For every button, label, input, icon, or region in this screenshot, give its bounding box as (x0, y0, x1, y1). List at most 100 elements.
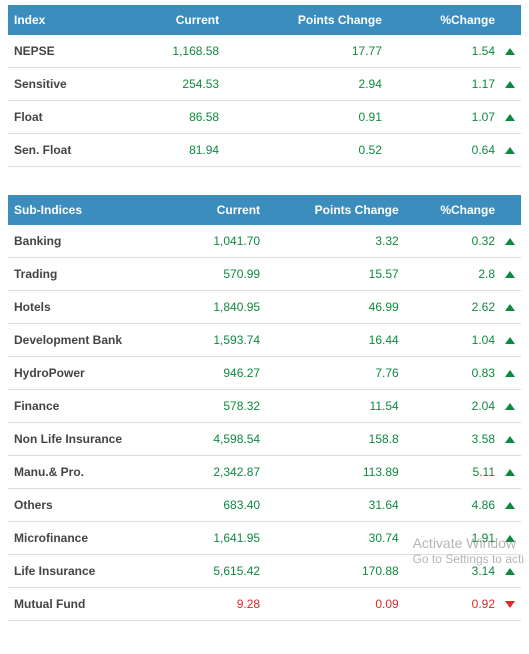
table-row: Life Insurance5,615.42170.883.14 (8, 555, 521, 588)
cell-current: 1,168.58 (126, 35, 226, 68)
cell-current: 254.53 (126, 68, 226, 101)
cell-trend (501, 390, 521, 423)
trend-up-icon (505, 568, 515, 575)
cell-trend (501, 35, 521, 68)
row-label: Sensitive (8, 68, 126, 101)
cell-trend (501, 555, 521, 588)
col-header-points: Points Change (225, 5, 388, 35)
table-row: Microfinance1,641.9530.741.91 (8, 522, 521, 555)
trend-up-icon (505, 502, 515, 509)
cell-points-change: 158.8 (266, 423, 405, 456)
trend-up-icon (505, 469, 515, 476)
cell-current: 1,041.70 (181, 225, 266, 258)
table-row: Trading570.9915.572.8 (8, 258, 521, 291)
row-label: Sen. Float (8, 134, 126, 167)
cell-trend (501, 423, 521, 456)
cell-points-change: 170.88 (266, 555, 405, 588)
cell-current: 9.28 (181, 588, 266, 621)
row-label: Manu.& Pro. (8, 456, 181, 489)
cell-pct-change: 2.8 (405, 258, 501, 291)
cell-pct-change: 1.07 (388, 101, 501, 134)
cell-current: 2,342.87 (181, 456, 266, 489)
cell-current: 1,641.95 (181, 522, 266, 555)
cell-points-change: 113.89 (266, 456, 405, 489)
index-table-body: NEPSE1,168.5817.771.54Sensitive254.532.9… (8, 35, 521, 167)
cell-points-change: 3.32 (266, 225, 405, 258)
trend-up-icon (505, 271, 515, 278)
cell-pct-change: 5.11 (405, 456, 501, 489)
sub-indices-table-body: Banking1,041.703.320.32Trading570.9915.5… (8, 225, 521, 621)
cell-trend (501, 225, 521, 258)
cell-pct-change: 4.86 (405, 489, 501, 522)
sub-indices-header-row: Sub-Indices Current Points Change %Chang… (8, 195, 521, 225)
table-row: Others683.4031.644.86 (8, 489, 521, 522)
cell-pct-change: 0.83 (405, 357, 501, 390)
cell-trend (501, 522, 521, 555)
cell-points-change: 11.54 (266, 390, 405, 423)
cell-current: 570.99 (181, 258, 266, 291)
cell-pct-change: 1.91 (405, 522, 501, 555)
row-label: Mutual Fund (8, 588, 181, 621)
trend-up-icon (505, 337, 515, 344)
row-label: Banking (8, 225, 181, 258)
cell-points-change: 0.91 (225, 101, 388, 134)
sub-indices-table: Sub-Indices Current Points Change %Chang… (8, 195, 521, 621)
trend-up-icon (505, 304, 515, 311)
row-label: HydroPower (8, 357, 181, 390)
col-header-current: Current (126, 5, 226, 35)
trend-up-icon (505, 147, 515, 154)
table-row: Finance578.3211.542.04 (8, 390, 521, 423)
trend-up-icon (505, 238, 515, 245)
cell-trend (501, 258, 521, 291)
cell-pct-change: 1.54 (388, 35, 501, 68)
cell-pct-change: 2.62 (405, 291, 501, 324)
index-table-header-row: Index Current Points Change %Change (8, 5, 521, 35)
row-label: Hotels (8, 291, 181, 324)
cell-points-change: 0.09 (266, 588, 405, 621)
cell-trend (501, 68, 521, 101)
index-table: Index Current Points Change %Change NEPS… (8, 5, 521, 167)
row-label: Float (8, 101, 126, 134)
cell-pct-change: 1.04 (405, 324, 501, 357)
cell-trend (501, 489, 521, 522)
cell-current: 81.94 (126, 134, 226, 167)
table-row: NEPSE1,168.5817.771.54 (8, 35, 521, 68)
trend-up-icon (505, 370, 515, 377)
row-label: Others (8, 489, 181, 522)
table-row: Non Life Insurance4,598.54158.83.58 (8, 423, 521, 456)
table-row: Sen. Float81.940.520.64 (8, 134, 521, 167)
cell-current: 4,598.54 (181, 423, 266, 456)
cell-points-change: 2.94 (225, 68, 388, 101)
col-header-pct: %Change (388, 5, 501, 35)
trend-up-icon (505, 436, 515, 443)
cell-points-change: 15.57 (266, 258, 405, 291)
table-row: Sensitive254.532.941.17 (8, 68, 521, 101)
trend-up-icon (505, 81, 515, 88)
cell-trend (501, 456, 521, 489)
col-header-points: Points Change (266, 195, 405, 225)
cell-pct-change: 0.64 (388, 134, 501, 167)
cell-trend (501, 101, 521, 134)
col-header-arrow (501, 195, 521, 225)
col-header-current: Current (181, 195, 266, 225)
cell-current: 1,840.95 (181, 291, 266, 324)
table-row: HydroPower946.277.760.83 (8, 357, 521, 390)
cell-trend (501, 134, 521, 167)
cell-trend (501, 291, 521, 324)
row-label: NEPSE (8, 35, 126, 68)
cell-points-change: 30.74 (266, 522, 405, 555)
cell-pct-change: 0.32 (405, 225, 501, 258)
cell-trend (501, 357, 521, 390)
col-header-index: Index (8, 5, 126, 35)
trend-down-icon (505, 601, 515, 608)
trend-up-icon (505, 48, 515, 55)
cell-points-change: 16.44 (266, 324, 405, 357)
cell-points-change: 31.64 (266, 489, 405, 522)
col-header-arrow (501, 5, 521, 35)
cell-pct-change: 2.04 (405, 390, 501, 423)
row-label: Finance (8, 390, 181, 423)
cell-current: 946.27 (181, 357, 266, 390)
cell-trend (501, 588, 521, 621)
row-label: Trading (8, 258, 181, 291)
row-label: Development Bank (8, 324, 181, 357)
